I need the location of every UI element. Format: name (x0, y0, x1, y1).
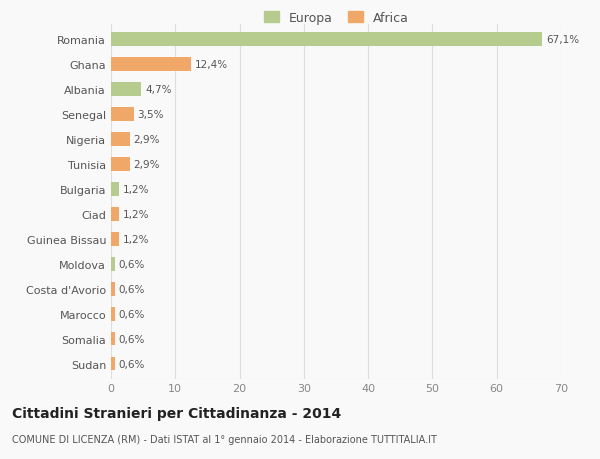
Bar (111, 357, 115, 370)
Text: 1,2%: 1,2% (122, 234, 149, 244)
Text: 0,6%: 0,6% (119, 359, 145, 369)
Bar (111, 232, 119, 246)
Text: 67,1%: 67,1% (546, 35, 580, 45)
Bar (111, 158, 130, 172)
Text: 2,9%: 2,9% (133, 160, 160, 170)
Text: 0,6%: 0,6% (119, 284, 145, 294)
Text: COMUNE DI LICENZA (RM) - Dati ISTAT al 1° gennaio 2014 - Elaborazione TUTTITALIA: COMUNE DI LICENZA (RM) - Dati ISTAT al 1… (12, 434, 437, 444)
Bar (111, 34, 542, 47)
Text: 0,6%: 0,6% (119, 259, 145, 269)
Text: 1,2%: 1,2% (122, 185, 149, 195)
Text: 3,5%: 3,5% (137, 110, 164, 120)
Bar (111, 133, 130, 146)
Text: Cittadini Stranieri per Cittadinanza - 2014: Cittadini Stranieri per Cittadinanza - 2… (12, 406, 341, 420)
Bar (111, 282, 115, 296)
Bar (111, 58, 191, 72)
Bar (111, 83, 141, 97)
Bar (111, 332, 115, 346)
Legend: Europa, Africa: Europa, Africa (263, 12, 409, 25)
Bar (111, 257, 115, 271)
Text: 12,4%: 12,4% (194, 60, 227, 70)
Text: 1,2%: 1,2% (122, 209, 149, 219)
Bar (111, 183, 119, 196)
Text: 4,7%: 4,7% (145, 85, 172, 95)
Bar (111, 207, 119, 221)
Bar (111, 108, 133, 122)
Text: 0,6%: 0,6% (119, 309, 145, 319)
Text: 2,9%: 2,9% (133, 135, 160, 145)
Bar (111, 307, 115, 321)
Text: 0,6%: 0,6% (119, 334, 145, 344)
